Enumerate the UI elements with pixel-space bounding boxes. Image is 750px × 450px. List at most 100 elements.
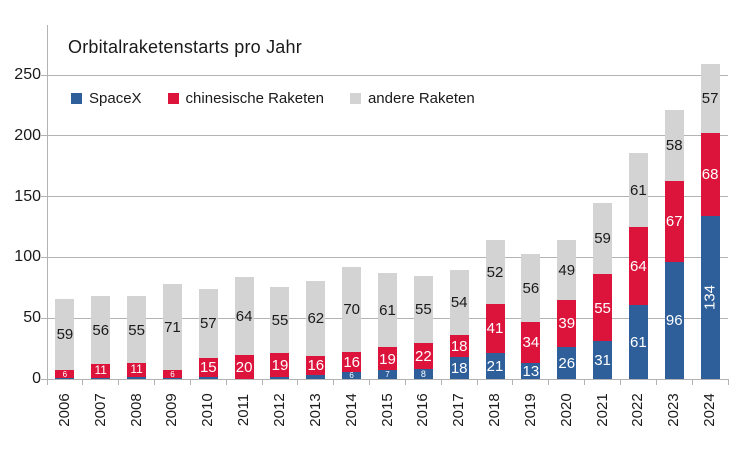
x-axis-tick (476, 379, 478, 385)
legend-label-spacex: SpaceX (89, 90, 142, 107)
bar-segment-spacex-2009 (162, 377, 182, 379)
gridline (47, 256, 728, 258)
bar-segment-andere-2012 (270, 286, 290, 354)
bar-label: 19 (379, 350, 396, 368)
x-axis-line (47, 378, 728, 380)
bar-segment-chinesische-2014 (342, 352, 362, 372)
y-axis-line (46, 25, 48, 379)
bar-label: 31 (594, 351, 611, 369)
x-axis-tick (225, 379, 227, 385)
bar-label: 55 (594, 299, 611, 317)
gridline (47, 74, 728, 76)
bar-segment-spacex-2020 (557, 347, 577, 379)
x-axis-label: 2011 (235, 393, 253, 427)
bar-label: 55 (414, 300, 432, 318)
bar-label: 18 (450, 337, 468, 355)
bar-label: 61 (379, 302, 396, 320)
legend-swatch-other-rockets (349, 93, 361, 104)
bar-segment-chinesische-2023 (664, 180, 684, 263)
y-axis-tick (41, 378, 47, 380)
bar-segment-spacex-2016 (413, 369, 433, 379)
x-axis-label: 2024 (701, 393, 719, 427)
x-axis-tick (404, 379, 406, 385)
bar-segment-chinesische-2021 (593, 274, 613, 342)
x-axis-tick (440, 379, 442, 385)
bar-segment-chinesische-2006 (55, 370, 75, 378)
bar-label: 134 (701, 285, 719, 311)
bar-label: 8 (420, 369, 426, 380)
x-axis-label: 2022 (629, 393, 647, 427)
x-axis-label: 2019 (521, 393, 539, 427)
bar-segment-chinesische-2019 (521, 321, 541, 364)
bar-label: 39 (558, 315, 576, 333)
bar-segment-spacex-2023 (664, 262, 684, 379)
bar-segment-chinesische-2015 (378, 347, 397, 371)
bar-segment-andere-2008 (127, 296, 147, 364)
bar-segment-spacex-2024 (700, 216, 720, 379)
bar-label: 16 (343, 353, 360, 371)
x-axis-tick (333, 379, 335, 385)
x-axis-label: 2017 (450, 393, 468, 427)
bar-label: 71 (164, 319, 181, 337)
bar-label: 41 (486, 320, 504, 338)
x-axis-tick (512, 379, 514, 385)
x-axis-tick (691, 379, 693, 385)
x-axis-label: 2007 (91, 393, 109, 427)
bar-segment-andere-2022 (628, 152, 648, 227)
legend-item-chinese-rockets: chinesische Raketen (167, 90, 324, 107)
bar-segment-andere-2024 (700, 64, 720, 134)
bar-segment-spacex-2015 (378, 370, 397, 379)
bar-segment-chinesische-2009 (162, 370, 182, 378)
bar-segment-chinesische-2012 (270, 353, 290, 377)
x-axis-tick (727, 379, 729, 385)
bar-label: 59 (594, 230, 611, 248)
bar-segment-chinesische-2020 (557, 299, 577, 348)
x-axis-tick (261, 379, 263, 385)
x-axis-tick (369, 379, 371, 385)
bar-segment-andere-2018 (485, 240, 505, 304)
bar-label: 15 (199, 359, 217, 377)
bar-segment-spacex-2010 (198, 376, 218, 379)
x-axis-tick (548, 379, 550, 385)
bar-segment-chinesische-2010 (198, 358, 218, 377)
bar-segment-andere-2016 (413, 275, 433, 343)
bar-segment-andere-2015 (378, 273, 397, 348)
y-axis-tick (41, 256, 47, 258)
x-axis-label: 2021 (593, 393, 611, 427)
bar-segment-andere-2020 (557, 240, 577, 300)
legend-label-other-rockets: andere Raketen (367, 90, 475, 107)
bar-label: 61 (630, 333, 647, 351)
x-axis-label: 2008 (127, 393, 145, 427)
bar-segment-andere-2014 (342, 267, 362, 353)
y-axis-tick (41, 74, 47, 76)
bar-segment-chinesische-2017 (449, 335, 469, 358)
x-axis-label: 2014 (342, 393, 360, 427)
x-axis-tick (619, 379, 621, 385)
bar-segment-chinesische-2011 (234, 354, 254, 379)
bar-segment-chinesische-2016 (413, 342, 433, 370)
bar-segment-andere-2009 (162, 284, 182, 371)
bar-segment-chinesische-2018 (485, 303, 505, 354)
bar-segment-spacex-2013 (306, 375, 326, 379)
bar-label: 52 (486, 263, 504, 281)
bar-label: 20 (235, 358, 253, 376)
y-axis-label: 100 (14, 248, 41, 266)
bar-label: 58 (665, 137, 683, 155)
bar-label: 26 (558, 354, 576, 372)
bar-label: 21 (486, 357, 504, 375)
x-axis-tick (584, 379, 586, 385)
x-axis-tick (82, 379, 84, 385)
bar-segment-spacex-2018 (485, 353, 505, 379)
bar-label: 59 (56, 326, 74, 344)
bar-label: 68 (701, 166, 719, 184)
y-axis-label: 50 (23, 309, 41, 327)
bar-label: 6 (62, 369, 68, 379)
x-axis-label: 2010 (199, 393, 217, 427)
bar-label: 55 (271, 311, 289, 329)
bar-segment-chinesische-2013 (306, 355, 326, 376)
y-axis-tick (41, 196, 47, 198)
bar-label: 16 (307, 357, 325, 375)
y-axis-label: 200 (14, 126, 41, 144)
legend-swatch-spacex (71, 93, 82, 104)
bar-label: 56 (522, 279, 540, 297)
